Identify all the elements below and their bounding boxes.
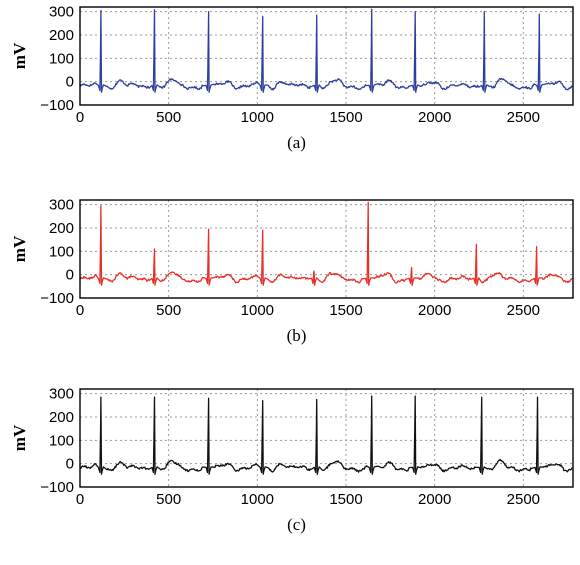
x-tick-label: 500 xyxy=(156,302,181,319)
y-axis-label: mV xyxy=(10,42,29,69)
x-tick-label: 1500 xyxy=(329,302,362,319)
y-tick-label: 300 xyxy=(49,4,74,21)
x-tick-label: 2500 xyxy=(507,302,540,319)
x-tick-label: 500 xyxy=(156,491,181,508)
plot-frame xyxy=(79,6,574,106)
y-tick-label: 0 xyxy=(66,456,74,473)
x-tick-label: 2000 xyxy=(418,491,451,508)
y-tick-label: 0 xyxy=(66,74,74,91)
x-tick-label: 2000 xyxy=(418,109,451,126)
y-tick-label: 100 xyxy=(49,50,74,67)
ecg-trace xyxy=(79,201,573,286)
ecg-trace xyxy=(79,8,573,93)
x-tick-label: 2000 xyxy=(418,302,451,319)
x-tick-label: 1500 xyxy=(329,109,362,126)
y-tick-label: 300 xyxy=(49,197,74,214)
x-tick-label: 0 xyxy=(76,302,84,319)
y-tick-label: 200 xyxy=(49,409,74,426)
y-tick-label: −100 xyxy=(40,97,74,114)
y-axis-label: mV xyxy=(10,424,29,451)
panel-label: (a) xyxy=(287,133,306,152)
x-tick-label: 1000 xyxy=(241,491,274,508)
y-tick-label: −100 xyxy=(40,290,74,307)
x-tick-label: 0 xyxy=(76,491,84,508)
panel-label: (c) xyxy=(287,515,306,534)
y-tick-label: 200 xyxy=(49,220,74,237)
y-tick-label: 200 xyxy=(49,27,74,44)
plot-frame xyxy=(79,388,574,488)
panel-label: (b) xyxy=(287,326,307,345)
y-tick-label: −100 xyxy=(40,479,74,496)
x-tick-label: 1000 xyxy=(241,302,274,319)
y-axis-label: mV xyxy=(10,235,29,262)
x-tick-label: 1500 xyxy=(329,491,362,508)
y-tick-label: 100 xyxy=(49,432,74,449)
x-tick-label: 2500 xyxy=(507,109,540,126)
y-tick-label: 100 xyxy=(49,243,74,260)
ecg-trace xyxy=(80,395,573,475)
x-tick-label: 1000 xyxy=(241,109,274,126)
x-tick-label: 500 xyxy=(156,109,181,126)
x-tick-label: 2500 xyxy=(507,491,540,508)
y-tick-label: 300 xyxy=(49,386,74,403)
plot-frame xyxy=(79,199,574,299)
y-tick-label: 0 xyxy=(66,267,74,284)
ecg-panels: 0 500 1000 1500 2000 2500−1000100200300mV(a)0… xyxy=(10,4,574,534)
x-tick-label: 0 xyxy=(76,109,84,126)
